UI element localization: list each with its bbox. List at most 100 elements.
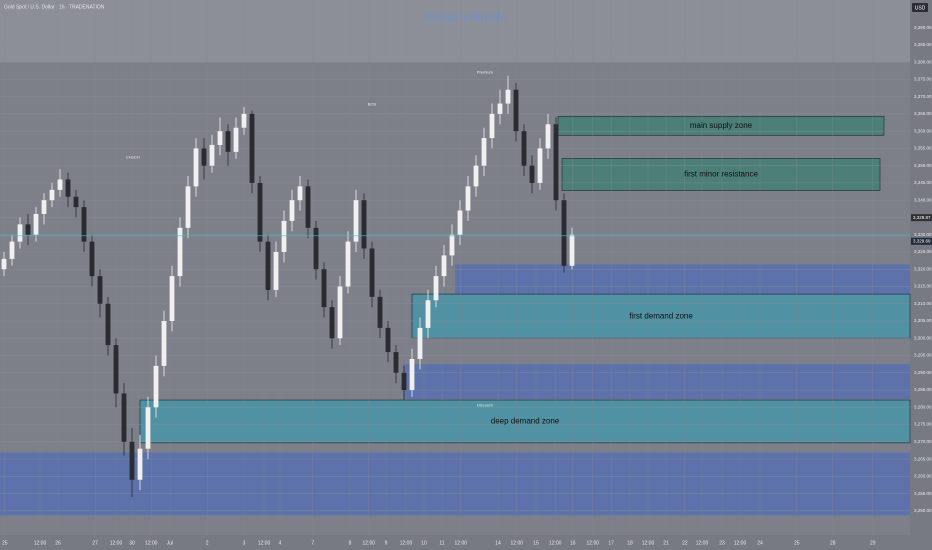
x-tick-label: 2 xyxy=(206,540,209,546)
overlay: main supply zone first minor resistance fi… xyxy=(0,25,932,546)
candle-body xyxy=(369,248,375,297)
time-axis xyxy=(0,535,932,550)
candle-body xyxy=(521,131,527,166)
candle-body xyxy=(97,276,103,304)
x-tick-label: 23 xyxy=(719,540,725,546)
candle-body xyxy=(545,124,551,149)
zone-label: first demand zone xyxy=(629,311,693,320)
candle-body xyxy=(225,131,231,152)
current-price-box xyxy=(911,237,932,245)
candle-body xyxy=(473,165,479,187)
y-tick-label: 3,250.00 xyxy=(914,508,932,513)
candles xyxy=(1,75,575,498)
currency-label: USD xyxy=(915,5,926,11)
y-tick-label: 3,330.00 xyxy=(914,232,932,237)
zone xyxy=(403,364,910,400)
y-tick-label: 3,300.00 xyxy=(914,335,932,340)
y-tick-label: 3,310.00 xyxy=(914,301,932,306)
candle-body xyxy=(457,210,463,235)
candle-body xyxy=(393,352,399,373)
x-tick-label: 18 xyxy=(627,540,633,546)
candle-body xyxy=(265,241,271,290)
candle-body xyxy=(41,200,47,214)
y-tick-label: 3,390.00 xyxy=(914,25,932,30)
candle-body xyxy=(177,227,183,277)
candle-body xyxy=(241,113,247,128)
candle-body xyxy=(329,307,335,339)
symbol-label: Gold Spot / U.S. Dollar · 1h · TRADENATI… xyxy=(4,4,105,10)
grid xyxy=(0,27,910,512)
candle-body xyxy=(273,251,279,290)
y-tick-label: 3,375.00 xyxy=(914,77,932,82)
candle-body xyxy=(185,186,191,228)
x-tick-label: 25 xyxy=(794,540,800,546)
candle-body xyxy=(489,113,495,139)
y-tick-label: 3,280.00 xyxy=(914,404,932,409)
y-tick-label: 3,385.00 xyxy=(914,42,932,47)
x-tick-label: 12:00 xyxy=(696,540,709,546)
candle-body xyxy=(361,200,367,249)
x-tick-label: 15 xyxy=(533,540,539,546)
candle-body xyxy=(33,214,39,235)
zone-label: deep demand zone xyxy=(491,417,560,426)
candle-body xyxy=(233,127,239,152)
x-tick-label: 24 xyxy=(757,540,763,546)
candle-body xyxy=(569,234,575,266)
zone-label: first minor resistance xyxy=(684,170,758,179)
x-tick-label: 17 xyxy=(608,540,614,546)
x-tick-label: 12:00 xyxy=(455,540,468,546)
y-tick-label: 3,340.00 xyxy=(914,197,932,202)
candle-body xyxy=(297,186,303,201)
candle-body xyxy=(513,89,519,132)
candle-body xyxy=(193,148,199,187)
candle-body xyxy=(217,131,223,145)
x-tick-label: 22 xyxy=(682,540,688,546)
x-tick-label: 9 xyxy=(385,540,388,546)
current-price-label: 3,329.69 xyxy=(913,238,931,243)
ask-label: 3,329.87 xyxy=(913,215,931,220)
y-tick-label: 3,285.00 xyxy=(914,387,932,392)
candle-body xyxy=(281,220,287,252)
y-tick-label: 3,275.00 xyxy=(914,422,932,427)
y-tick-label: 3,270.00 xyxy=(914,439,932,444)
y-tick-label: 3,325.00 xyxy=(914,249,932,254)
candle-body xyxy=(1,258,7,270)
candle-body xyxy=(137,448,143,480)
y-tick-label: 3,295.00 xyxy=(914,353,932,358)
candle-body xyxy=(201,148,207,166)
x-tick-label: 27 xyxy=(92,540,98,546)
y-tick-label: 3,320.00 xyxy=(914,266,932,271)
x-tick-label: 30 xyxy=(129,540,135,546)
candle-body xyxy=(425,300,431,328)
candle-body xyxy=(409,358,415,391)
y-tick-label: 3,355.00 xyxy=(914,146,932,151)
candle-body xyxy=(481,138,487,166)
y-tick-label: 3,350.00 xyxy=(914,163,932,168)
marker-label: BOS xyxy=(368,102,377,107)
zone xyxy=(0,0,910,63)
candle-body xyxy=(105,303,111,346)
x-tick-label: 12:00 xyxy=(549,540,562,546)
candle-body xyxy=(249,113,255,183)
x-tick-label: 12:00 xyxy=(110,540,123,546)
candle-body xyxy=(9,241,15,259)
candle-body xyxy=(169,276,175,321)
candle-body xyxy=(113,345,119,394)
x-tick-label: 12:00 xyxy=(511,540,524,546)
marker-label: CHoCH xyxy=(126,154,140,159)
candle-body xyxy=(313,227,319,270)
x-tick-label: 25 xyxy=(2,540,8,546)
candle-body xyxy=(81,207,87,242)
x-tick-label: 8 xyxy=(349,540,352,546)
candle-body xyxy=(153,365,159,408)
candle-body xyxy=(433,276,439,301)
currency-box xyxy=(912,3,928,12)
x-tick-label: 12:00 xyxy=(34,540,47,546)
y-tick-label: 3,365.00 xyxy=(914,111,932,116)
watermark: GoldFxMinds xyxy=(425,9,507,24)
candle-body xyxy=(129,441,135,480)
x-tick-label: 3 xyxy=(243,540,246,546)
ask-box xyxy=(911,214,932,222)
